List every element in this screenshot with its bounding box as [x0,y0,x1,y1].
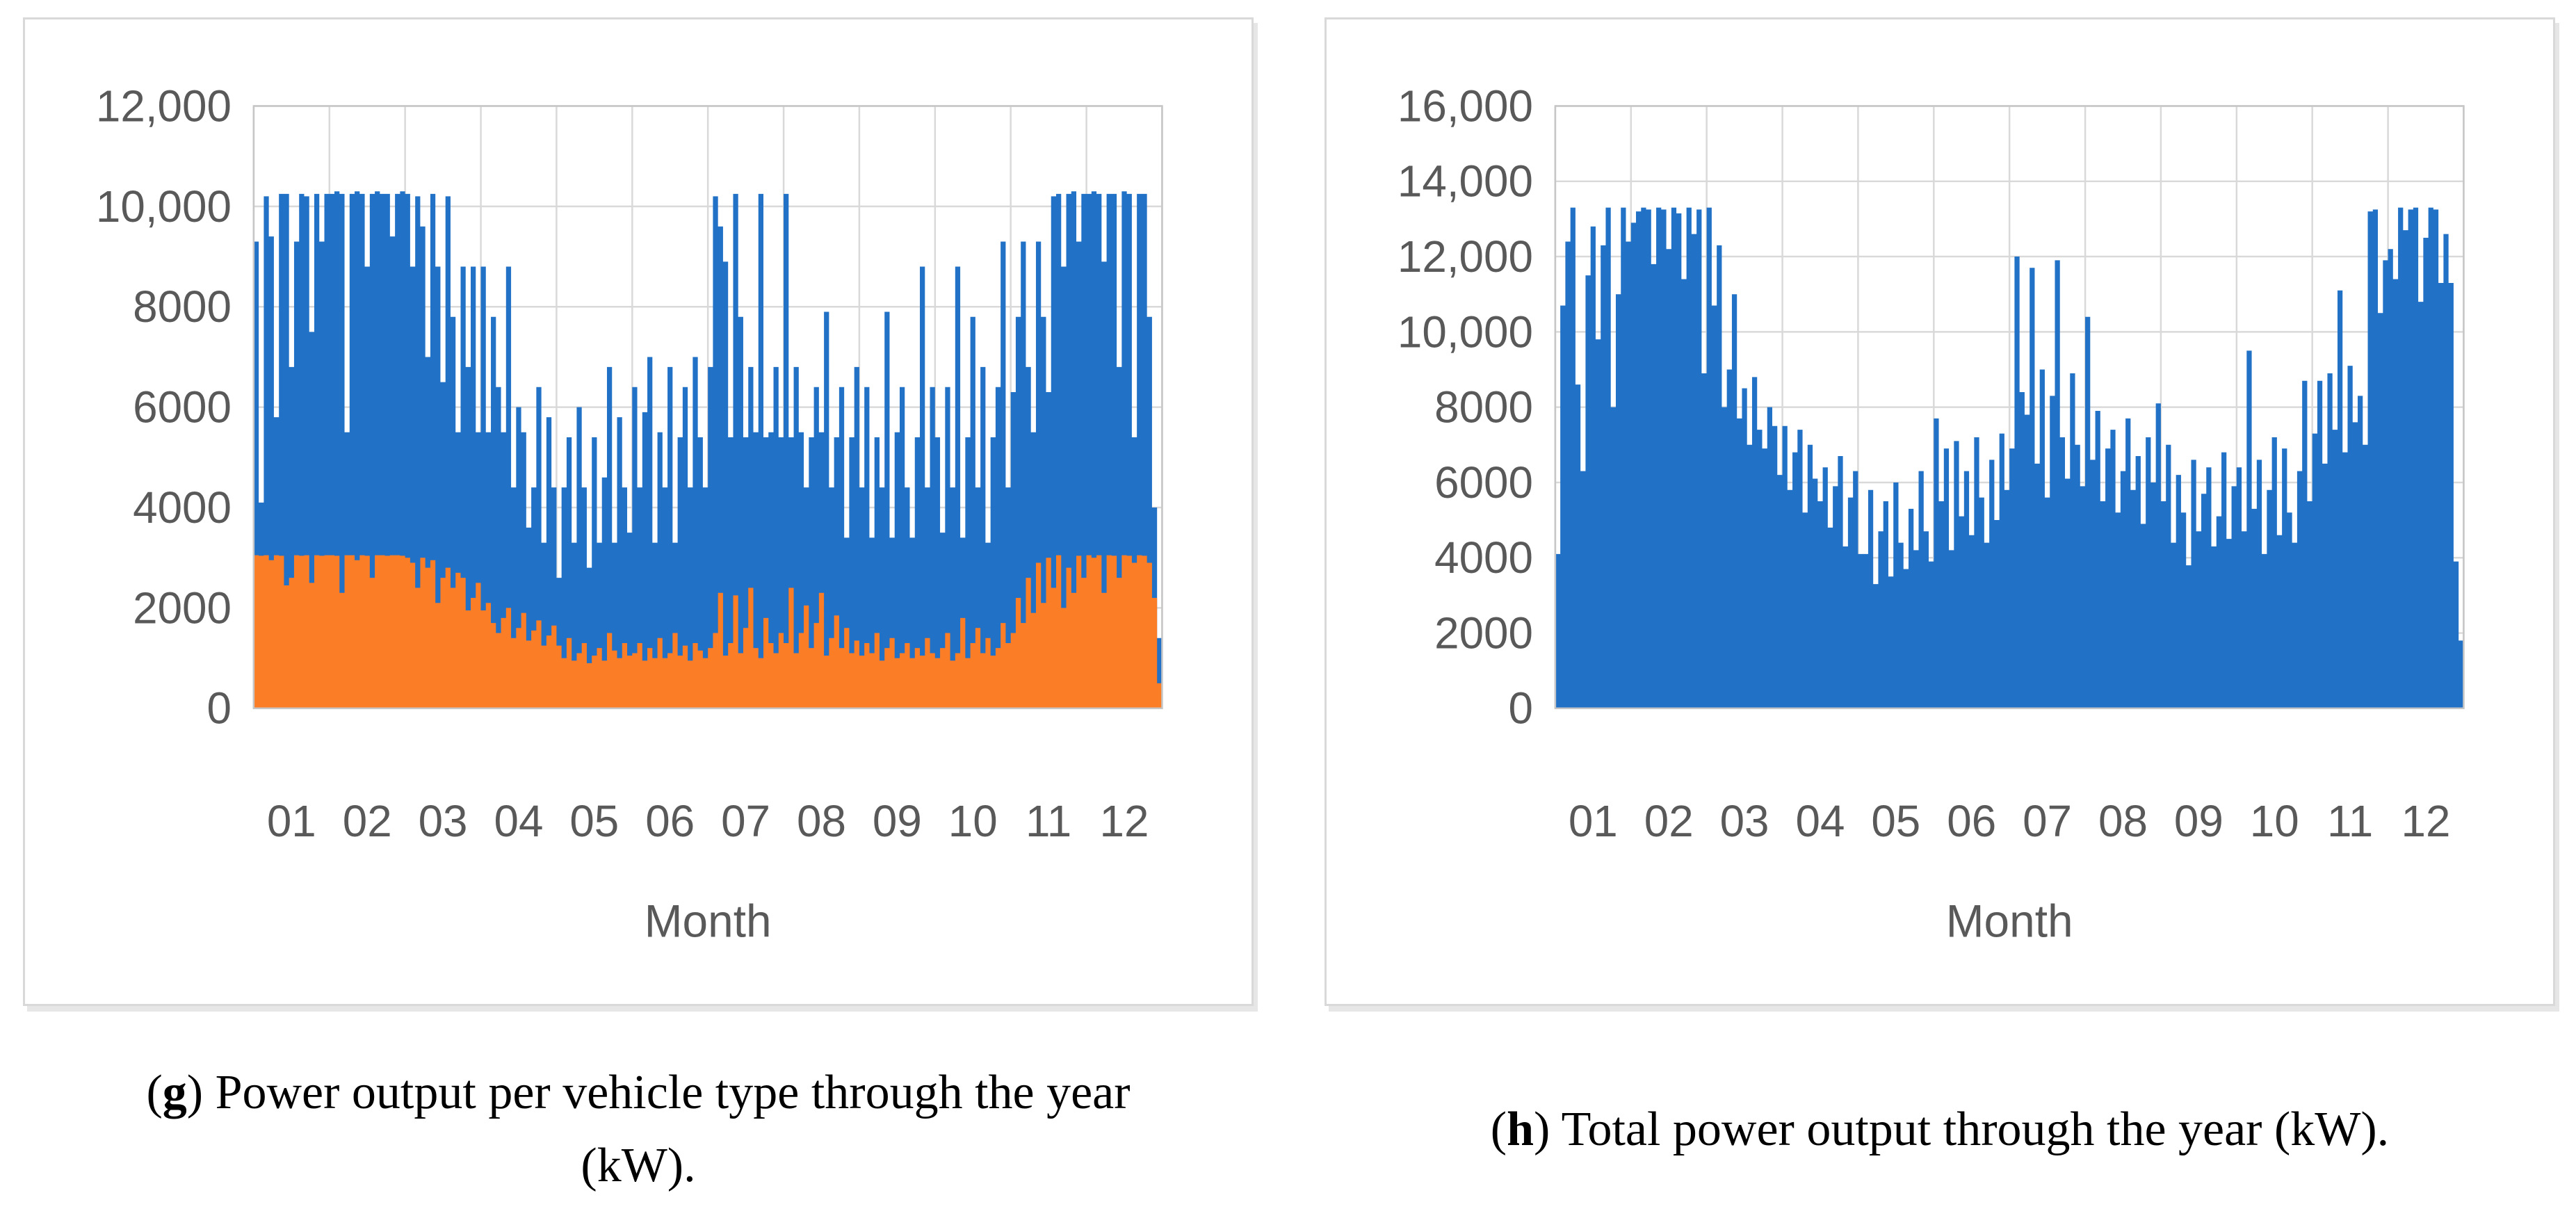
x-axis-tick-label: 12 [1100,796,1149,846]
x-axis-tick-label: 12 [2401,796,2451,846]
caption-block-h: (h) Total power output through the year … [1325,1049,2555,1209]
y-axis-tick-label: 10,000 [96,181,232,232]
y-axis-tick-label: 10,000 [1398,307,1533,357]
caption-h-text: Total power output through the year (kW)… [1550,1102,2390,1156]
chart-figure-g: 12,000 10,000 8000 6000 4000 2000 0 01 02 03 04 05 0… [23,17,1254,1209]
caption-h-close-paren: ) [1534,1102,1550,1156]
y-axis-tick-label: 8000 [1434,382,1533,432]
x-axis-tick-label: 06 [1947,796,1996,846]
x-axis-title: Month [1946,895,2073,946]
x-axis-labels: 01 02 03 04 05 06 07 08 09 10 11 12 [267,796,1149,846]
chart-figure-h: 16,000 14,000 12,000 10,000 8000 6000 4000 2000… [1325,17,2555,1209]
x-axis-tick-label: 04 [1796,796,1845,846]
x-axis-tick-label: 09 [873,796,922,846]
x-axis-tick-label: 02 [343,796,392,846]
x-axis-tick-label: 11 [2327,796,2373,846]
plot-border [1554,105,2465,710]
x-axis-tick-label: 09 [2174,796,2223,846]
caption-g: (g) Power output per vehicle type throug… [96,1056,1181,1202]
series-vehicle-type-1-power-kw [253,191,1163,708]
x-axis-tick-label: 01 [267,796,316,846]
x-axis-tick-label: 07 [721,796,770,846]
data-series [253,191,1163,708]
y-axis-tick-label: 12,000 [1398,232,1533,282]
chart-h-plot: 16,000 14,000 12,000 10,000 8000 6000 4000 2000… [1398,81,2465,946]
y-axis-tick-label: 4000 [1434,533,1533,583]
y-axis-tick-label: 8000 [133,282,232,332]
y-axis-labels: 16,000 14,000 12,000 10,000 8000 6000 4000 2000… [1398,81,1533,733]
caption-h-letter: h [1507,1102,1534,1156]
y-axis-tick-label: 16,000 [1398,81,1533,131]
y-axis-tick-label: 0 [1509,683,1533,733]
plot-border [252,105,1163,710]
x-axis-tick-label: 08 [2098,796,2148,846]
y-axis-tick-label: 2000 [133,583,232,633]
x-axis-tick-label: 11 [1026,796,1071,846]
x-axis-tick-label: 04 [494,796,544,846]
caption-h-open-paren: ( [1490,1102,1507,1156]
x-axis-tick-label: 10 [2250,796,2299,846]
caption-block-g: (g) Power output per vehicle type throug… [23,1049,1254,1209]
caption-g-close-paren: ) [186,1066,204,1119]
x-axis-tick-label: 01 [1569,796,1618,846]
x-axis-tick-label: 08 [797,796,846,846]
chart-panel-g: 12,000 10,000 8000 6000 4000 2000 0 01 02 03 04 05 0… [23,17,1254,1006]
x-axis-tick-label: 07 [2023,796,2072,846]
x-axis-tick-label: 02 [1644,796,1694,846]
x-axis-title: Month [645,895,772,946]
series-vehicle-type-2-power-kw [253,555,1163,708]
x-axis-tick-label: 03 [1720,796,1769,846]
y-axis-tick-label: 6000 [133,382,232,432]
x-axis-labels: 01 02 03 04 05 06 07 08 09 10 11 12 [1569,796,2451,846]
y-axis-tick-label: 14,000 [1398,156,1533,206]
y-axis-tick-label: 4000 [133,482,232,533]
chart-panel-h: 16,000 14,000 12,000 10,000 8000 6000 4000 2000… [1325,17,2555,1006]
x-axis-tick-label: 03 [419,796,468,846]
y-axis-tick-label: 2000 [1434,608,1533,658]
y-axis-tick-label: 6000 [1434,457,1533,508]
x-axis-tick-label: 05 [1871,796,1920,846]
caption-g-text: Power output per vehicle type through th… [203,1066,1131,1192]
x-axis-tick-label: 10 [948,796,998,846]
y-axis-labels: 12,000 10,000 8000 6000 4000 2000 0 [96,81,232,733]
y-axis-tick-label: 0 [207,683,232,733]
caption-h: (h) Total power output through the year … [1491,1093,2389,1166]
x-axis-tick-label: 05 [569,796,619,846]
x-axis-tick-label: 06 [645,796,695,846]
caption-g-letter: g [162,1066,187,1119]
caption-g-open-paren: ( [146,1066,163,1119]
y-axis-tick-label: 12,000 [96,81,232,131]
